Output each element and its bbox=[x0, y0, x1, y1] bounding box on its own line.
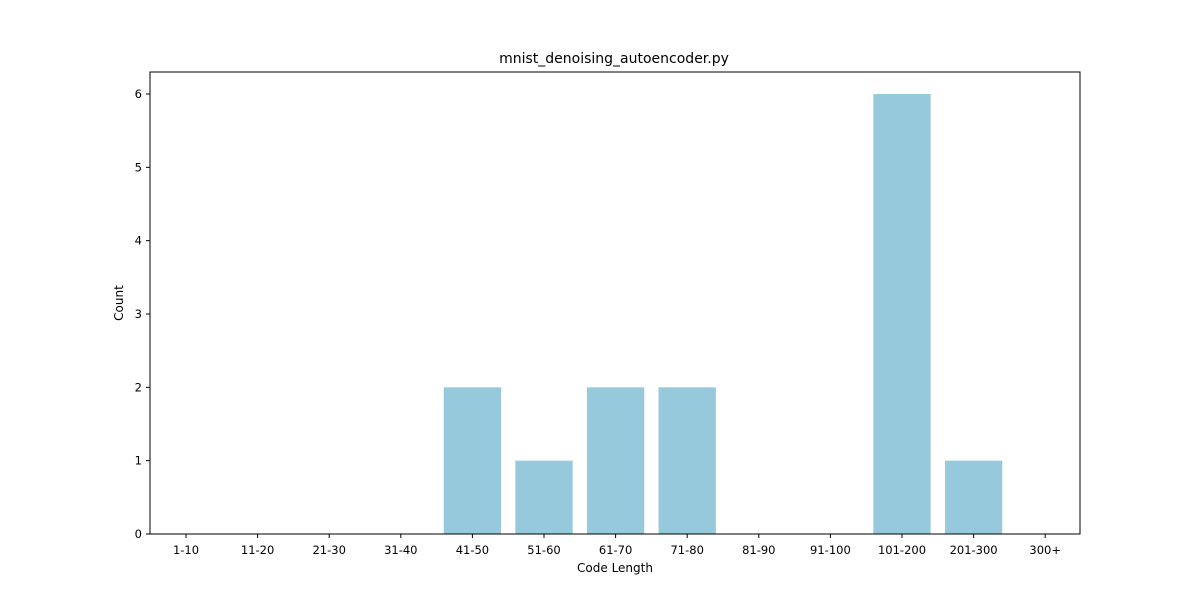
x-axis-label: Code Length bbox=[577, 561, 653, 575]
x-tick-label: 51-60 bbox=[527, 543, 560, 557]
bar-71-80 bbox=[658, 387, 716, 534]
y-tick-label: 1 bbox=[135, 454, 142, 468]
bar-41-50 bbox=[443, 387, 502, 534]
x-tick-label: 71-80 bbox=[670, 543, 703, 557]
x-tick-label: 201-300 bbox=[950, 543, 998, 557]
x-tick-label: 31-40 bbox=[384, 543, 417, 557]
bar-61-70 bbox=[586, 387, 645, 534]
x-tick-label: 1-10 bbox=[173, 543, 199, 557]
x-tick-label: 11-20 bbox=[241, 543, 274, 557]
x-tick-label: 91-100 bbox=[810, 543, 851, 557]
y-axis-label: Count bbox=[112, 285, 126, 321]
x-tick-label: 21-30 bbox=[312, 543, 345, 557]
x-tick-label: 81-90 bbox=[742, 543, 775, 557]
x-tick-label: 300+ bbox=[1029, 543, 1061, 557]
plot-frame bbox=[149, 71, 1081, 535]
bar-51-60 bbox=[515, 460, 573, 534]
x-tick-label: 61-70 bbox=[599, 543, 632, 557]
chart-title: mnist_denoising_autoencoder.py bbox=[499, 51, 729, 67]
x-ticks-group: 1-10 11-20 21-30 31-40 41-50 51-60 61-70 71-80 8… bbox=[173, 534, 1061, 557]
x-tick-label: 101-200 bbox=[878, 543, 926, 557]
y-tick-label: 2 bbox=[135, 380, 142, 394]
y-tick-label: 0 bbox=[135, 527, 142, 541]
bar-101-200 bbox=[873, 94, 931, 534]
y-tick-label: 6 bbox=[135, 87, 142, 101]
y-tick-label: 5 bbox=[135, 160, 142, 174]
x-tick-label: 41-50 bbox=[456, 543, 489, 557]
y-tick-label: 3 bbox=[135, 307, 142, 321]
bars-group bbox=[443, 94, 1003, 534]
y-ticks-group: 0 1 2 3 4 5 6 bbox=[135, 87, 150, 541]
y-tick-label: 4 bbox=[135, 234, 142, 248]
bar-201-300 bbox=[944, 460, 1003, 534]
